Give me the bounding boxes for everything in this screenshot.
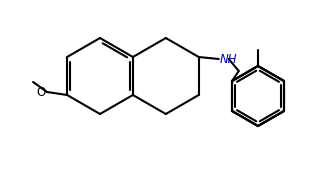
- Text: NH: NH: [220, 52, 237, 65]
- Text: O: O: [37, 86, 46, 99]
